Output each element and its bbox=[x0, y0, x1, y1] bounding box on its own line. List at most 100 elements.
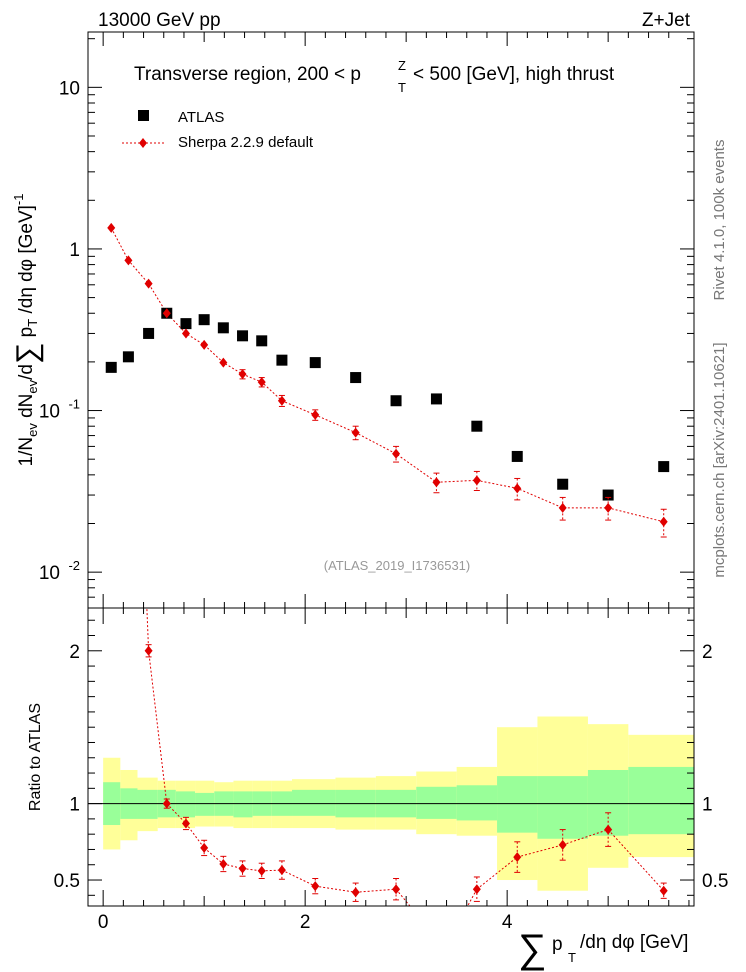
ratio-point bbox=[513, 852, 522, 863]
ratio-line-segment bbox=[146, 608, 150, 651]
ratio-point bbox=[558, 839, 567, 850]
sherpa-line bbox=[110, 227, 664, 523]
main-y-tick-exponent: -2 bbox=[68, 558, 80, 573]
atlas-point bbox=[602, 489, 614, 501]
ratio-point bbox=[659, 885, 668, 896]
sherpa-point bbox=[392, 448, 401, 459]
legend: ATLAS Sherpa 2.2.9 default bbox=[122, 109, 314, 151]
ratio-point bbox=[200, 842, 209, 853]
svg-text:T: T bbox=[568, 950, 576, 965]
ratio-line-segment bbox=[166, 803, 187, 824]
ratio-line-segment bbox=[476, 856, 518, 890]
ratio-line-segment bbox=[395, 888, 411, 906]
ratio-inner-band bbox=[175, 791, 196, 818]
ratio-point bbox=[277, 865, 286, 876]
ratio-line-segment bbox=[148, 650, 168, 804]
sherpa-point bbox=[144, 278, 153, 289]
atlas-point bbox=[180, 318, 192, 330]
ratio-line-segment bbox=[281, 869, 316, 887]
main-plot-area bbox=[105, 222, 670, 538]
ratio-point bbox=[392, 884, 401, 895]
atlas-point bbox=[430, 393, 442, 405]
atlas-point bbox=[256, 335, 268, 347]
ratio-point bbox=[311, 881, 320, 892]
ratio-point bbox=[604, 824, 613, 835]
main-y-tick-label: 10 bbox=[39, 563, 60, 584]
sherpa-point bbox=[558, 502, 567, 513]
sherpa-point bbox=[351, 427, 360, 438]
ratio-line-segment bbox=[203, 847, 224, 865]
ratio-axes: 0.5 0.5 1 1 2 2 0 2 4 bbox=[54, 607, 728, 933]
sherpa-point bbox=[238, 369, 247, 380]
ratio-y-tick-label-right: 1 bbox=[702, 795, 713, 816]
process-label: Z+Jet bbox=[642, 10, 691, 31]
sherpa-point bbox=[162, 308, 171, 319]
legend-label-atlas: ATLAS bbox=[178, 109, 224, 126]
atlas-point bbox=[471, 420, 483, 432]
energy-label: 13000 GeV pp bbox=[98, 10, 221, 31]
atlas-point bbox=[198, 314, 210, 326]
ratio-y-axis-label: Ratio to ATLAS bbox=[27, 703, 44, 811]
svg-text:/dη dφ [GeV]: /dη dφ [GeV] bbox=[580, 932, 688, 953]
ratio-point bbox=[144, 645, 153, 656]
main-y-axis-label: 1/Nev dNev/d∑ pT /dη dφ [GeV]-1 bbox=[11, 194, 44, 467]
main-axes: 10 -2 10 -1 1 10 bbox=[39, 31, 695, 609]
ratio-inner-band bbox=[456, 785, 498, 821]
ratio-line-segment bbox=[355, 888, 397, 893]
ratio-point bbox=[162, 798, 171, 809]
ratio-line-segment bbox=[315, 885, 356, 893]
ratio-inner-band bbox=[416, 786, 457, 819]
main-y-tick-label: 10 bbox=[59, 78, 80, 99]
atlas-point bbox=[217, 322, 229, 334]
atlas-point bbox=[350, 372, 362, 384]
main-title: Transverse region, 200 < p Z T < 500 [Ge… bbox=[134, 58, 615, 95]
ratio-point bbox=[351, 887, 360, 898]
atlas-point bbox=[658, 461, 670, 473]
ratio-line-segment bbox=[607, 829, 665, 892]
svg-text:∑: ∑ bbox=[518, 927, 547, 971]
ratio-y-tick-label: 1 bbox=[69, 795, 80, 816]
ratio-frame bbox=[87, 607, 695, 907]
svg-text:Transverse region, 200 < p: Transverse region, 200 < p bbox=[134, 64, 361, 85]
sherpa-point bbox=[181, 328, 190, 339]
atlas-point bbox=[122, 351, 134, 363]
mcplots-label: mcplots.cern.ch [arXiv:2401.10621] bbox=[711, 342, 728, 577]
sherpa-point bbox=[124, 255, 133, 266]
sherpa-point bbox=[604, 502, 613, 513]
atlas-point bbox=[276, 354, 288, 366]
sherpa-point bbox=[107, 222, 116, 233]
x-tick-label: 0 bbox=[98, 912, 109, 933]
ratio-point bbox=[238, 863, 247, 874]
ratio-inner-band bbox=[537, 776, 588, 839]
sherpa-point bbox=[311, 409, 320, 420]
ratio-y-tick-label-right: 0.5 bbox=[702, 871, 728, 892]
ratio-inner-band bbox=[497, 776, 538, 833]
sherpa-point bbox=[257, 377, 266, 388]
sherpa-point bbox=[432, 477, 441, 488]
ratio-point bbox=[257, 865, 266, 876]
main-y-tick-label: 10 bbox=[39, 402, 60, 423]
sherpa-point bbox=[659, 516, 668, 527]
legend-marker-sherpa bbox=[139, 138, 147, 148]
ratio-uncertainty-bands bbox=[88, 716, 694, 891]
ratio-line-segment bbox=[467, 888, 478, 906]
atlas-point bbox=[105, 361, 117, 373]
ratio-plot-area bbox=[144, 608, 668, 906]
analysis-watermark: (ATLAS_2019_I1736531) bbox=[324, 558, 470, 573]
ratio-inner-band bbox=[233, 791, 253, 818]
x-tick-label: 2 bbox=[300, 912, 311, 933]
ratio-y-tick-label-right: 2 bbox=[702, 642, 713, 663]
atlas-point bbox=[143, 327, 155, 339]
ratio-inner-band bbox=[137, 789, 158, 819]
main-y-tick-exponent: -1 bbox=[68, 397, 80, 412]
legend-marker-atlas bbox=[138, 110, 149, 121]
legend-label-sherpa: Sherpa 2.2.9 default bbox=[178, 134, 314, 151]
x-tick-label: 4 bbox=[502, 912, 513, 933]
sherpa-point bbox=[219, 357, 228, 368]
main-y-tick-label: 1 bbox=[69, 240, 80, 261]
sherpa-point bbox=[513, 483, 522, 494]
atlas-point bbox=[557, 478, 569, 490]
atlas-point bbox=[511, 450, 523, 462]
ratio-point bbox=[472, 884, 481, 895]
